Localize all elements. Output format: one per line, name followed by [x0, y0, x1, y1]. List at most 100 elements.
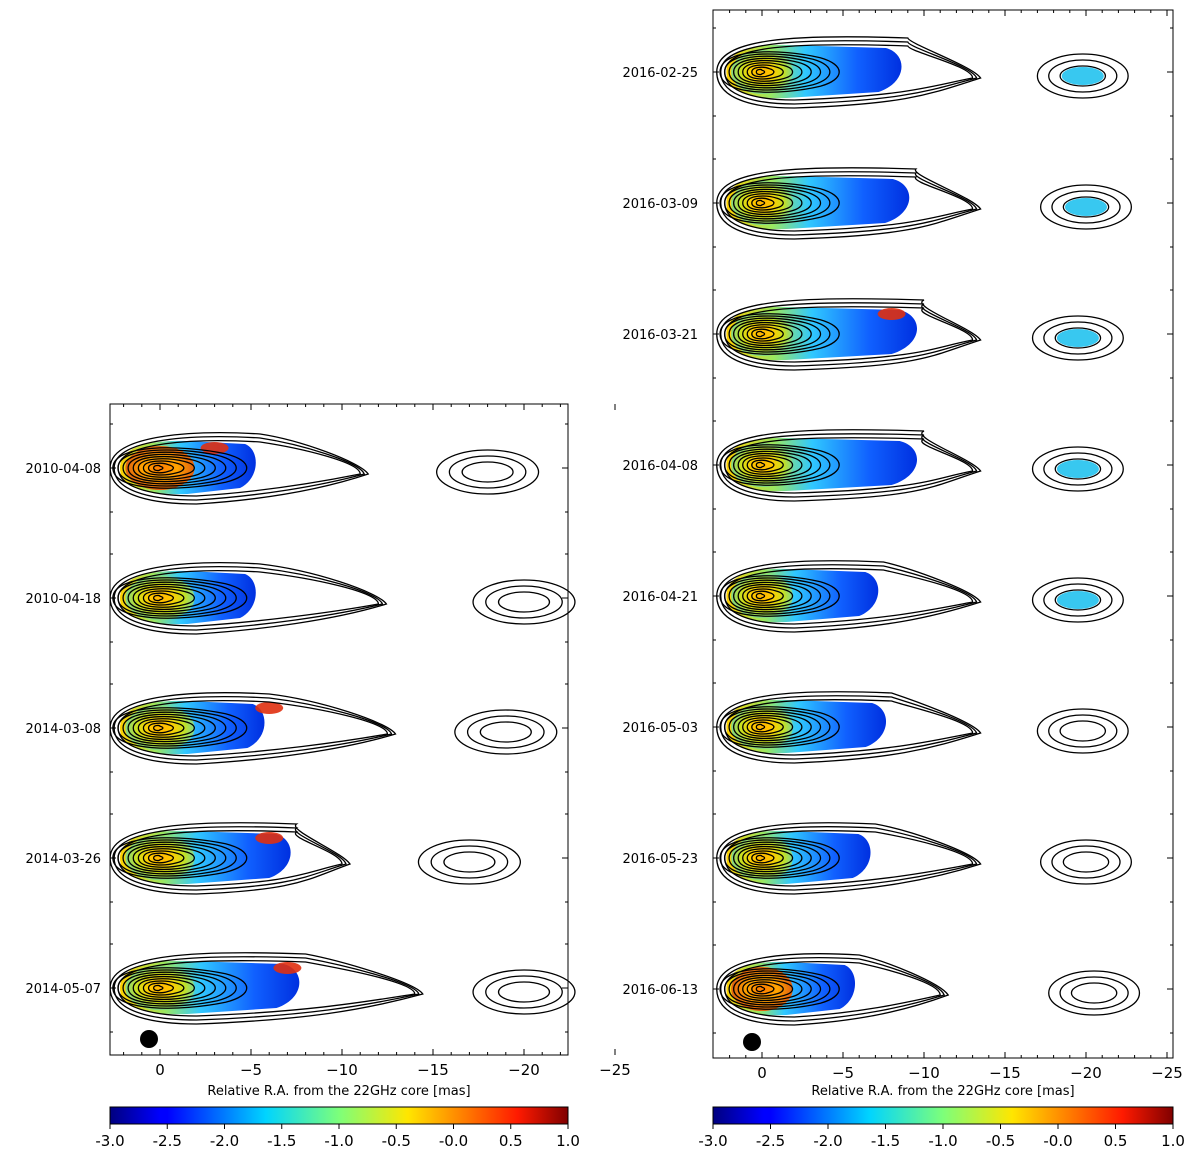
contour-line: [117, 579, 237, 617]
epoch-label: 2016-04-21: [622, 590, 698, 605]
spectral-index-spot: [255, 702, 284, 714]
epoch-row: 2014-05-07: [25, 952, 576, 1025]
contour-line: [737, 846, 803, 870]
x-tick-label: −5: [832, 1064, 854, 1082]
spectral-index-spot: [255, 832, 284, 844]
spectral-index-spot: [273, 962, 302, 974]
colorbar-tick-label: -1.5: [871, 1132, 900, 1150]
knot-spectral-index: [1056, 591, 1099, 609]
epoch-label: 2014-03-26: [25, 852, 101, 867]
contour-line: [127, 973, 216, 1003]
contour-line: [142, 460, 185, 476]
contour-line: [122, 581, 227, 615]
contour-line: [1039, 839, 1133, 885]
contour-line: [1043, 321, 1113, 355]
knot-spectral-index: [1064, 198, 1108, 216]
contour-line: [723, 184, 831, 222]
contour-line: [443, 851, 496, 873]
contour-line: [137, 458, 195, 478]
contour-line: [127, 843, 216, 873]
contour-line: [723, 839, 831, 877]
contour-line: [112, 577, 248, 619]
contour-line: [716, 429, 982, 502]
contour-line: [485, 975, 563, 1009]
colorbar-tick-label: -0.5: [986, 1132, 1015, 1150]
contour-line: [122, 971, 227, 1005]
x-tick-label: −10: [908, 1064, 940, 1082]
epoch-row: 2016-05-03: [622, 691, 1129, 764]
contour-line: [1059, 65, 1107, 87]
contour-line: [724, 699, 974, 756]
contour-line: [109, 432, 370, 505]
colorbar-tick-label: -1.0: [928, 1132, 957, 1150]
colorbar-tick-label: -3.0: [95, 1132, 124, 1150]
left-panel-ticks: [110, 404, 616, 1055]
contour-line: [1048, 59, 1118, 93]
contour-line: [716, 822, 982, 895]
epoch-row: 2016-03-21: [622, 298, 1124, 371]
contour-line: [1048, 970, 1141, 1016]
contour-line: [109, 692, 397, 765]
contour-line: [117, 960, 416, 1017]
epoch-label: 2010-04-08: [25, 462, 101, 477]
contour-line: [751, 197, 775, 209]
colorbar-tick-label: 0.5: [499, 1132, 523, 1150]
contour-line: [720, 695, 978, 760]
contour-line: [132, 846, 206, 870]
contour-line: [751, 66, 775, 78]
contour-line: [728, 972, 822, 1006]
epoch-label: 2016-04-08: [622, 459, 698, 474]
right-colorbar: -3.0 -2.5 -2.0 -1.5 -1.0 -0.5 -0.0 0.5 1.0: [698, 1106, 1185, 1150]
contour-line: [742, 717, 794, 737]
contour-line: [472, 579, 576, 625]
contour-line: [720, 40, 978, 105]
contour-line: [1031, 577, 1124, 623]
contour-line: [142, 590, 185, 606]
contour-line: [751, 459, 775, 471]
contour-line: [719, 575, 840, 617]
contour-line: [472, 969, 576, 1015]
contour-line: [751, 328, 775, 340]
epoch-row: 2014-03-08: [25, 692, 558, 765]
epoch-row: 2016-02-25: [622, 36, 1129, 109]
contour-line: [113, 956, 420, 1021]
contour-line: [454, 709, 558, 755]
contour-line: [732, 188, 812, 218]
colorbar-tick-label: -0.0: [1043, 1132, 1072, 1150]
epoch-row: 2016-04-21: [622, 560, 1124, 633]
contour-line: [719, 706, 840, 748]
right-panel-frame: [712, 9, 1174, 1059]
contour-line: [109, 952, 424, 1025]
contour-line: [137, 848, 195, 868]
contour-line: [742, 979, 794, 999]
epoch-row: 2014-03-26: [25, 822, 522, 895]
contour-line: [117, 709, 237, 747]
contour-line: [732, 319, 812, 349]
contour-line: [109, 822, 352, 895]
epoch-label: 2014-05-07: [25, 982, 101, 997]
contour-line: [1039, 184, 1133, 230]
contour-line: [723, 446, 831, 484]
contour-line: [147, 722, 175, 734]
x-tick-label: −20: [1070, 1064, 1102, 1082]
contour-line: [127, 583, 216, 613]
x-tick-label: −15: [417, 1061, 449, 1079]
contour-line: [746, 64, 784, 80]
contour-line: [755, 592, 766, 600]
contour-line: [137, 718, 195, 738]
contour-line: [430, 845, 509, 879]
contour-line: [1059, 976, 1129, 1010]
contour-line: [732, 450, 812, 480]
contour-line: [728, 841, 822, 875]
right-x-axis-title: Relative R.A. from the 22GHz core [mas]: [811, 1084, 1074, 1099]
contour-line: [719, 837, 840, 879]
contour-line: [746, 981, 784, 997]
contour-line: [1043, 583, 1113, 617]
contour-line: [723, 315, 831, 353]
contour-line: [728, 186, 822, 220]
epoch-label: 2010-04-18: [25, 592, 101, 607]
contour-line: [719, 968, 840, 1010]
contour-line: [720, 957, 946, 1022]
colorbar-tick-label: 1.0: [1161, 1132, 1185, 1150]
contour-line: [479, 721, 532, 743]
